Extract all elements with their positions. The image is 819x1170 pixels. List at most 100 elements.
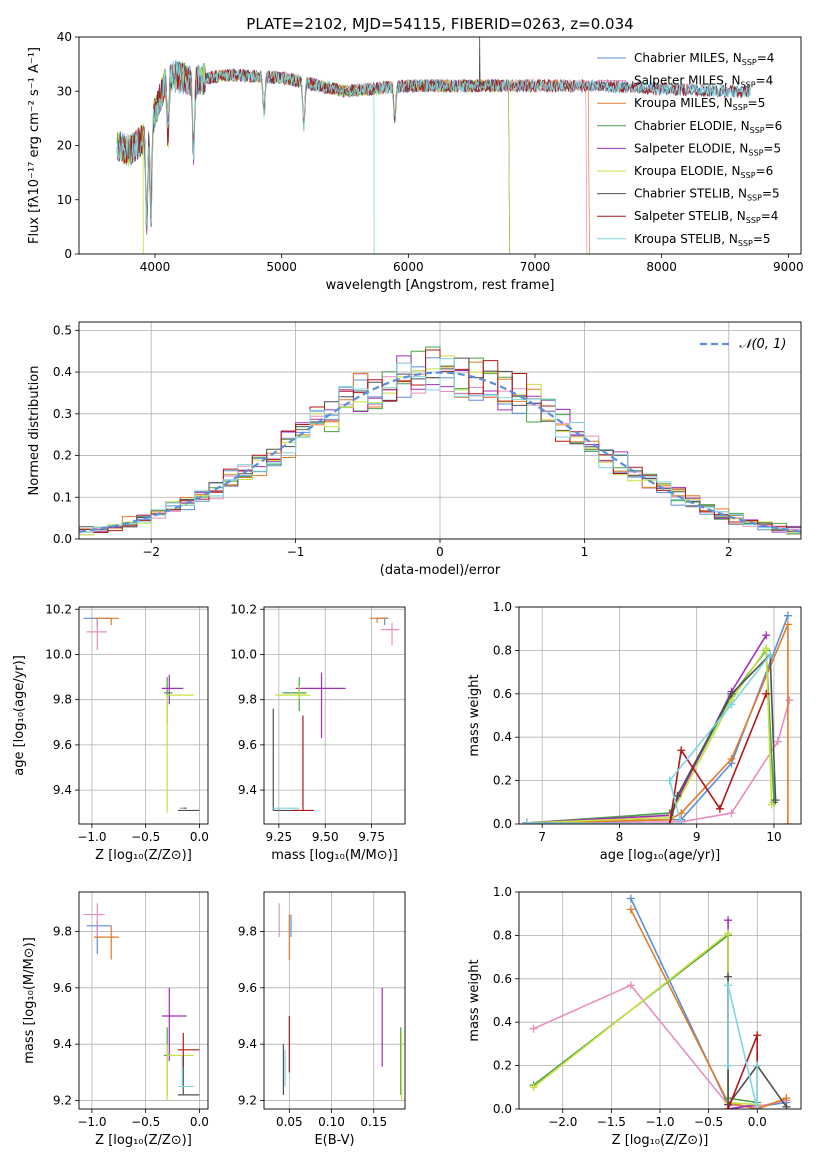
plot-frame [78,321,802,540]
spectrum-line [116,61,751,227]
legend-sub: SSP [742,58,757,67]
legend-text: Kroupa MILES, N [634,96,733,110]
weight-line [727,985,758,1109]
y-tick-label: 40 [57,30,72,44]
y-tick-label: 9.4 [53,1037,72,1051]
x-tick-label: 4000 [140,260,171,274]
weight-marker [665,820,674,824]
legend-text: Chabrier STELIB, N [634,187,747,201]
data-point [94,617,119,626]
age-vs-Z-panel: −1.0 −0.5 0.0 9.4 9.6 9.8 10.0 10.2 Z [log₁₀(Z/Z… [12,602,209,863]
x-tick-label: 10 [766,830,781,844]
y-tick-label: 9.2 [53,1094,72,1108]
grid [79,892,208,1109]
y-tick-label: 9.6 [238,981,257,995]
spectrum-line [116,60,751,228]
grid [264,607,405,824]
legend-entry: Chabrier STELIB, NSSP=5 [634,187,780,203]
data-point [295,672,346,739]
weight-marker [724,1061,733,1070]
x-tick-label: 0 [436,545,444,559]
weight-marker [783,611,792,620]
legend-sub: SSP [741,171,756,180]
y-tick-label: 0.8 [493,643,512,657]
weight-marker [626,905,635,914]
weight-marker [771,796,780,805]
x-axis-label: E(B-V) [314,1133,354,1148]
legend-sub: SSP [733,103,748,112]
data-point [380,622,400,646]
y-tick-label: 9.8 [53,693,72,707]
x-tick-label: 5000 [266,260,297,274]
x-tick-label: −1.5 [597,1115,626,1129]
error-bars [83,617,200,813]
plot-frame [518,891,802,1110]
weight-line [727,920,758,1109]
residuals-panel: −2 −1 0 1 2 0.0 0.1 0.2 0.3 0.4 0.5 (data-model)/er… [27,321,802,578]
weight-marker [677,820,686,824]
spectrum-panel: 4000 5000 6000 7000 8000 9000 0 10 20 30 40 PLATE=2… [27,15,804,293]
weight-marker [626,981,635,990]
x-axis-label: age [log₁₀(age/yr)] [600,848,721,863]
y-tick-label: 0.4 [493,1015,512,1029]
data-point [291,715,315,812]
x-tick-label: −0.5 [131,1115,160,1129]
x-tick-label: 0.05 [276,1115,303,1129]
y-axis-label: age [log₁₀(age/yr)] [12,655,27,776]
x-tick-label: −1 [287,545,305,559]
weight-line [630,909,787,1109]
y-tick-label: 9.6 [238,738,257,752]
weight-marker [529,1024,538,1033]
y-tick-label: 9.4 [53,783,72,797]
legend-eq: =5 [753,232,771,246]
data-point [161,987,187,1062]
x-tick-label: 1 [581,545,589,559]
weight-marker [724,981,733,990]
y-tick-label: 0 [64,247,72,261]
spectrum-spike [478,37,481,86]
x-tick-label: 9 [693,830,701,844]
data-point [163,677,173,725]
y-ticks: 0 10 20 30 40 [57,30,79,261]
x-ticks: −1.0 −0.5 0.0 [77,824,209,844]
weight-line [526,648,775,824]
weight-marker [782,1102,791,1109]
weight-marker [522,818,531,824]
data-point [282,677,307,711]
plot-frame [78,606,209,825]
x-tick-label: −1.0 [77,1115,106,1129]
weight-marker [766,650,775,659]
weight-marker [753,1105,762,1109]
weight-marker [677,746,686,755]
x-tick-label: 2 [725,545,733,559]
weight-marker [724,972,733,981]
weight-marker [727,700,736,709]
x-tick-label: 8 [616,830,624,844]
x-axis-label: Z [log₁₀(Z/Z⊙)] [95,848,192,863]
weight-marker [529,1083,538,1092]
data-point [94,925,119,960]
weight-marker [773,737,782,746]
data-point [86,620,107,650]
legend-text: Salpeter STELIB, N [634,209,746,223]
y-tick-label: 9.4 [238,783,257,797]
weight-marker [783,820,792,824]
y-axis-label: mass [log₁₀(M/M⊙)] [22,937,37,1064]
legend-text: Chabrier MILES, N [634,51,742,65]
x-tick-label: 6000 [393,260,424,274]
error-bars [272,617,400,812]
x-tick-label: 7000 [520,260,551,274]
y-tick-label: 9.6 [53,981,72,995]
plot-frame [78,891,209,1110]
weight-marker [767,800,776,809]
legend-entry: Chabrier ELODIE, NSSP=6 [634,119,782,135]
legend-sub: SSP [741,81,756,90]
weight-marker [785,696,794,705]
weight-line [533,933,758,1104]
x-tick-label: 9.75 [358,830,385,844]
x-ticks: −2.0 −1.5 −1.0 −0.5 0.0 [548,1109,767,1129]
y-ticks: 0.0 0.1 0.2 0.3 0.4 0.5 [53,323,79,546]
weight-marker [753,1031,762,1040]
y-tick-label: 10.2 [230,602,257,616]
